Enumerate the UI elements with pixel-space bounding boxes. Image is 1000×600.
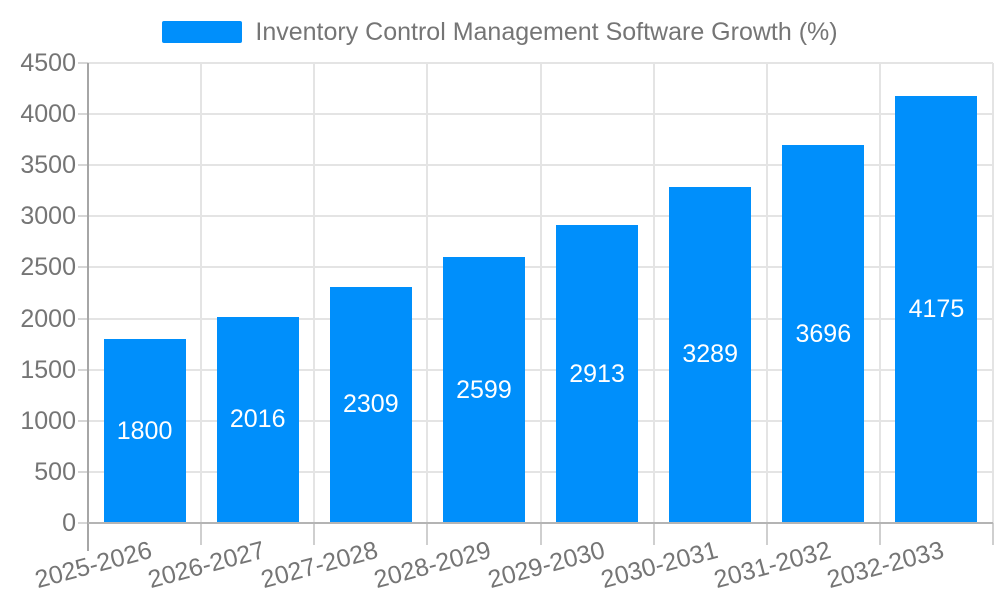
x-axis-tick [426,523,429,545]
x-gridline [200,63,203,523]
x-gridline [426,63,429,523]
bar[interactable]: 2016 [216,316,299,523]
x-axis-category-label: 2028-2029 [371,536,495,594]
y-axis-tick [78,522,88,524]
y-axis-tick-label: 0 [62,509,76,537]
bar[interactable]: 2309 [329,286,412,523]
x-axis-tick [992,523,994,545]
bar[interactable]: 2913 [556,225,639,523]
bar[interactable]: 3289 [669,186,752,523]
x-gridline [992,63,994,523]
x-axis-category-label: 2032-2033 [823,536,947,594]
y-axis-tick-label: 3000 [20,202,76,231]
bar-value-label: 2599 [456,375,512,404]
y-axis-tick [78,419,88,422]
bar-value-label: 1800 [116,416,173,445]
bar-value-label: 2309 [343,390,399,419]
bar[interactable]: 1800 [103,339,186,523]
x-axis-tick [313,523,316,545]
y-axis-tick [78,164,88,167]
legend-marker-icon [162,21,243,43]
x-axis-tick [200,523,203,545]
y-axis-tick [78,317,88,320]
y-axis-tick-label: 4000 [20,100,76,129]
y-axis-tick-label: 1000 [20,406,76,435]
bar-value-label: 4175 [908,295,965,324]
x-axis-line [88,522,993,524]
x-axis-category-label: 2025-2026 [32,536,155,594]
x-gridline [313,63,316,523]
y-axis-tick [78,62,88,64]
y-axis-tick-label: 4500 [20,49,76,77]
x-gridline [878,63,881,523]
x-axis-tick [652,523,655,545]
x-axis-category-label: 2029-2030 [484,536,608,594]
y-axis-tick [78,470,88,473]
y-axis-line [87,63,89,551]
y-axis-tick-label: 500 [34,457,76,486]
y-axis-tick-label: 2500 [20,253,76,282]
bar[interactable]: 4175 [895,96,978,523]
x-gridline [539,63,542,523]
y-axis-tick [78,368,88,371]
y-axis-tick [78,113,88,116]
legend[interactable]: Inventory Control Management Software Gr… [0,18,1000,46]
x-gridline [652,63,655,523]
x-axis-tick [878,523,881,545]
bar-value-label: 3696 [795,319,852,348]
x-axis-category-label: 2030-2031 [597,536,721,594]
bar-value-label: 2016 [229,405,286,434]
bar-value-label: 2913 [569,359,625,388]
x-axis-category-label: 2031-2032 [710,536,834,594]
y-axis-tick-label: 3500 [20,151,76,180]
x-axis-tick [539,523,542,545]
bar[interactable]: 2599 [442,257,525,523]
x-axis-tick [765,523,768,545]
x-gridline [765,63,768,523]
x-axis-category-label: 2026-2027 [145,536,268,594]
bar-value-label: 3289 [682,340,738,369]
y-axis-tick-label: 1500 [20,355,76,384]
y-axis-tick [78,266,88,269]
legend-label: Inventory Control Management Software Gr… [255,17,838,46]
y-axis-tick-label: 2000 [20,304,76,333]
x-axis-category-label: 2027-2028 [258,536,382,594]
bar[interactable]: 3696 [782,145,865,523]
y-axis-tick [78,215,88,218]
